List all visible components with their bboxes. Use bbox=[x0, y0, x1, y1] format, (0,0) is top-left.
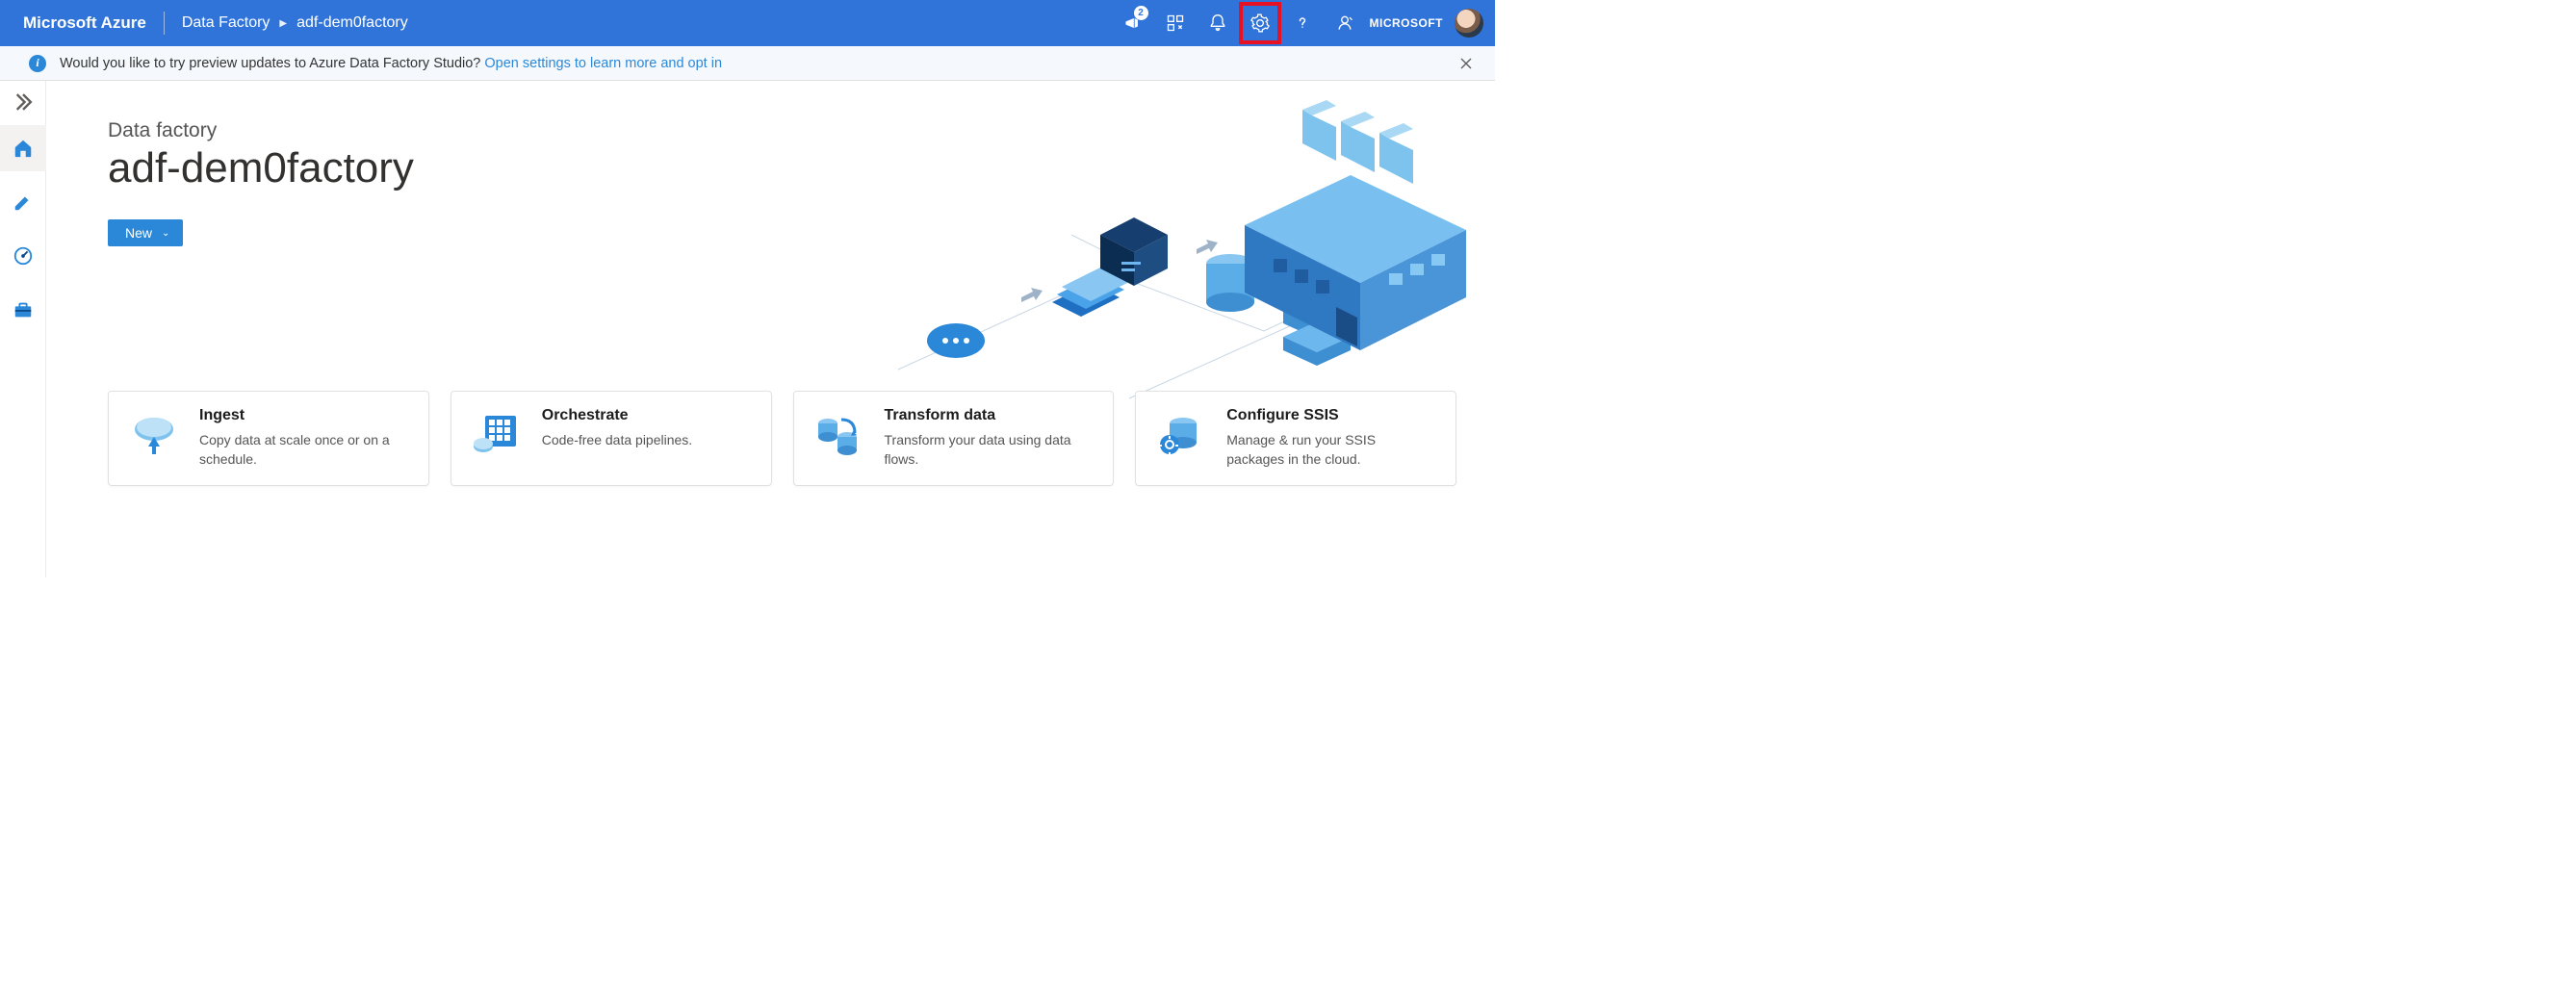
db-flow-icon bbox=[811, 407, 867, 463]
notifications-button[interactable] bbox=[1197, 2, 1239, 44]
hero-title: adf-dem0factory bbox=[108, 144, 1495, 192]
breadcrumb-root[interactable]: Data Factory bbox=[182, 14, 270, 32]
card-ssis[interactable]: Configure SSIS Manage & run your SSIS pa… bbox=[1135, 391, 1456, 486]
breadcrumb-current[interactable]: adf-dem0factory bbox=[296, 14, 408, 32]
card-desc: Transform your data using data flows. bbox=[885, 430, 1095, 470]
hero-subtitle: Data factory bbox=[108, 119, 1495, 142]
tenant-label[interactable]: MICROSOFT bbox=[1370, 16, 1444, 30]
card-desc: Code-free data pipelines. bbox=[542, 430, 752, 449]
home-icon bbox=[13, 138, 34, 159]
rail-item-manage[interactable] bbox=[0, 287, 46, 333]
top-header: Microsoft Azure Data Factory ▶ adf-dem0f… bbox=[0, 0, 1495, 46]
main-content: Data factory adf-dem0factory New ⌄ bbox=[46, 81, 1495, 577]
bell-icon bbox=[1208, 13, 1227, 33]
card-transform[interactable]: Transform data Transform your data using… bbox=[793, 391, 1115, 486]
info-banner: i Would you like to try preview updates … bbox=[0, 46, 1495, 81]
question-icon bbox=[1293, 13, 1312, 33]
settings-button[interactable] bbox=[1239, 2, 1281, 44]
rail-item-home[interactable] bbox=[0, 125, 46, 171]
grid-switch-icon bbox=[1166, 13, 1185, 33]
action-cards: Ingest Copy data at scale once or on a s… bbox=[108, 391, 1495, 486]
card-title: Transform data bbox=[885, 407, 1095, 424]
card-desc: Manage & run your SSIS packages in the c… bbox=[1226, 430, 1436, 470]
breadcrumb: Data Factory ▶ adf-dem0factory bbox=[182, 14, 408, 32]
info-banner-link[interactable]: Open settings to learn more and opt in bbox=[484, 56, 722, 71]
info-icon: i bbox=[29, 55, 46, 72]
help-button[interactable] bbox=[1281, 2, 1324, 44]
user-avatar[interactable] bbox=[1455, 9, 1483, 38]
close-icon bbox=[1460, 58, 1472, 69]
card-ingest[interactable]: Ingest Copy data at scale once or on a s… bbox=[108, 391, 429, 486]
header-divider bbox=[164, 12, 165, 35]
close-banner-button[interactable] bbox=[1453, 50, 1480, 77]
pencil-icon bbox=[13, 192, 34, 213]
card-desc: Copy data at scale once or on a schedule… bbox=[199, 430, 409, 470]
feedback-button[interactable]: 2 bbox=[1112, 2, 1154, 44]
brand-label[interactable]: Microsoft Azure bbox=[23, 13, 164, 33]
collapse-rail-button[interactable] bbox=[0, 87, 45, 117]
rail-item-monitor[interactable] bbox=[0, 233, 46, 279]
card-title: Configure SSIS bbox=[1226, 407, 1436, 424]
switch-button[interactable] bbox=[1154, 2, 1197, 44]
person-support-icon bbox=[1335, 13, 1354, 33]
gear-icon bbox=[1250, 13, 1270, 33]
cloud-upload-icon bbox=[126, 407, 182, 463]
db-spiral-icon bbox=[1153, 407, 1209, 463]
left-rail bbox=[0, 81, 46, 577]
gauge-icon bbox=[13, 245, 34, 267]
info-banner-text: Would you like to try preview updates to… bbox=[60, 56, 480, 71]
card-orchestrate[interactable]: Orchestrate Code-free data pipelines. bbox=[451, 391, 772, 486]
rail-item-author[interactable] bbox=[0, 179, 46, 225]
chevron-right-icon: ▶ bbox=[279, 18, 287, 29]
card-title: Orchestrate bbox=[542, 407, 752, 424]
grid-gear-icon bbox=[469, 407, 525, 463]
new-button[interactable]: New ⌄ bbox=[108, 219, 183, 246]
chevron-double-right-icon bbox=[13, 91, 34, 113]
new-button-label: New bbox=[125, 225, 152, 241]
support-button[interactable] bbox=[1324, 2, 1366, 44]
toolbox-icon bbox=[13, 299, 34, 320]
chevron-down-icon: ⌄ bbox=[162, 228, 169, 239]
notification-badge: 2 bbox=[1134, 6, 1148, 20]
card-title: Ingest bbox=[199, 407, 409, 424]
